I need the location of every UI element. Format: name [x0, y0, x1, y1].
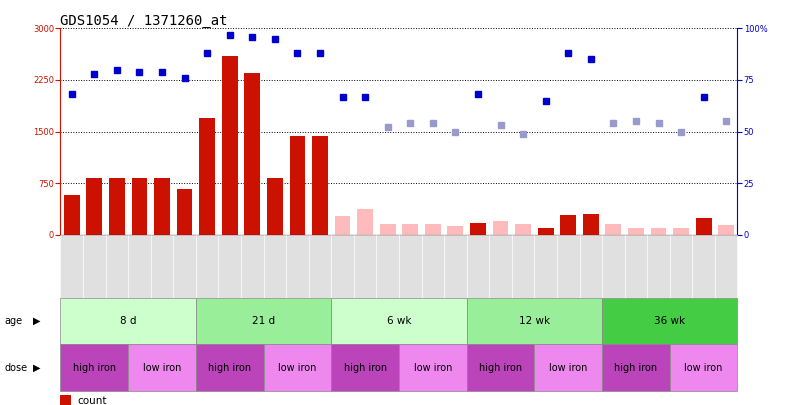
Bar	[583, 213, 599, 235]
Bar	[289, 136, 305, 235]
Bar	[515, 224, 531, 235]
Text: low iron: low iron	[684, 362, 723, 373]
Text: 8 d: 8 d	[120, 316, 136, 326]
Bar	[109, 179, 125, 235]
Bar	[222, 56, 238, 235]
Text: GDS1054 / 1371260_at: GDS1054 / 1371260_at	[60, 14, 228, 28]
Text: 12 wk: 12 wk	[519, 316, 550, 326]
Bar	[605, 224, 621, 235]
Text: ▶: ▶	[33, 362, 41, 373]
Text: 6 wk: 6 wk	[387, 316, 411, 326]
Bar	[492, 221, 509, 235]
Bar	[673, 228, 689, 235]
Bar	[357, 209, 373, 235]
Bar	[696, 218, 712, 235]
Text: low iron: low iron	[413, 362, 452, 373]
Text: low iron: low iron	[549, 362, 588, 373]
Bar	[334, 216, 351, 235]
Bar	[425, 224, 441, 235]
Text: dose: dose	[4, 362, 27, 373]
Text: 36 wk: 36 wk	[654, 316, 685, 326]
Bar	[64, 195, 80, 235]
Text: high iron: high iron	[343, 362, 387, 373]
Bar	[199, 118, 215, 235]
Text: count: count	[77, 396, 107, 405]
Text: ▶: ▶	[33, 316, 41, 326]
Bar	[538, 228, 554, 235]
Text: 21 d: 21 d	[252, 316, 275, 326]
Bar	[718, 225, 734, 235]
Text: low iron: low iron	[143, 362, 181, 373]
Text: high iron: high iron	[208, 362, 251, 373]
Bar	[650, 228, 667, 235]
Bar	[470, 223, 486, 235]
Bar	[244, 73, 260, 235]
Text: high iron: high iron	[614, 362, 658, 373]
Bar	[380, 224, 396, 235]
Bar	[628, 228, 644, 235]
Bar	[402, 224, 418, 235]
Bar	[131, 178, 147, 235]
Text: age: age	[4, 316, 22, 326]
Text: low iron: low iron	[278, 362, 317, 373]
Bar	[86, 179, 102, 235]
Bar	[177, 190, 193, 235]
Bar	[267, 179, 283, 235]
Text: high iron: high iron	[73, 362, 116, 373]
Text: high iron: high iron	[479, 362, 522, 373]
Bar	[312, 136, 328, 235]
Bar	[154, 179, 170, 235]
Bar	[560, 215, 576, 235]
Bar	[447, 226, 463, 235]
